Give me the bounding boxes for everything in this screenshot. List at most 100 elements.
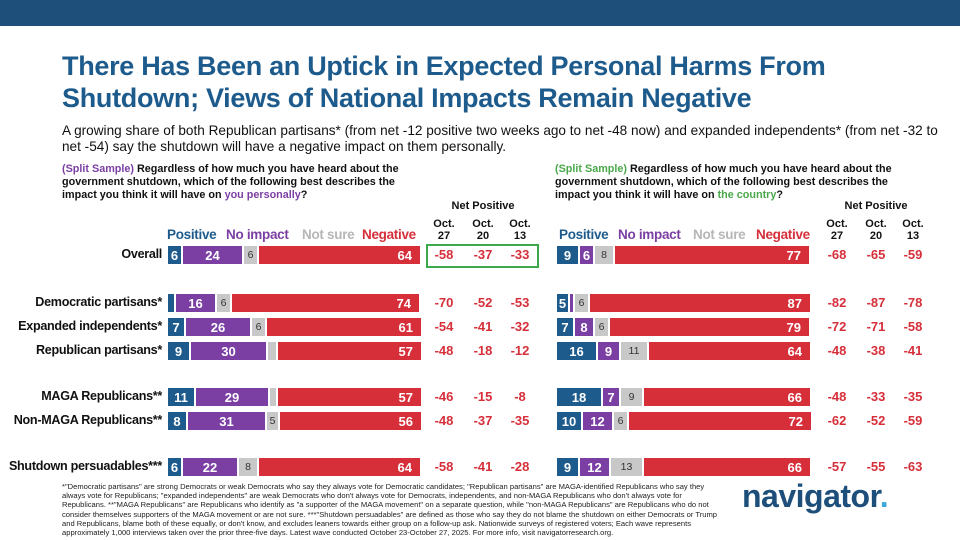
left-bar-not-sure: [268, 342, 276, 360]
wave-month: Oct.: [509, 218, 531, 230]
row-label: Overall: [121, 247, 162, 261]
right-bar-not-sure: 11: [621, 342, 647, 360]
left-bar-not-sure: 5: [267, 412, 278, 430]
right-net-positive-value: -59: [903, 247, 923, 262]
row-label: Non-MAGA Republicans**: [13, 413, 163, 427]
right-net-positive-value: -87: [866, 295, 886, 310]
right-net-positive-value: -59: [903, 413, 923, 428]
wave-day: 27: [830, 230, 844, 242]
left-wave-3: Oct. 13: [503, 218, 537, 242]
right-legend-negative: Negative: [756, 227, 810, 242]
left-bar-positive: 8: [168, 412, 186, 430]
right-bar-negative: 79: [610, 318, 809, 336]
right-net-positive-value: -68: [827, 247, 847, 262]
right-net-positive-value: -57: [827, 459, 847, 474]
left-legend-positive: Positive: [167, 227, 217, 242]
left-bar-positive: 7: [168, 318, 184, 336]
page-subtitle: A growing share of both Republican parti…: [62, 123, 938, 154]
right-bar-negative: 66: [644, 458, 810, 476]
left-net-positive-value: -52: [473, 295, 493, 310]
right-net-positive-value: -48: [827, 389, 847, 404]
right-net-positive-title: Net Positive: [844, 200, 908, 212]
left-wave-2: Oct. 20: [466, 218, 500, 242]
right-legend-no-impact: No impact: [618, 227, 681, 242]
logo-dot: .: [879, 478, 889, 514]
left-net-positive-value: -15: [473, 389, 493, 404]
right-bar-negative: 77: [615, 246, 809, 264]
left-bar-negative: 64: [259, 458, 420, 476]
left-bar-not-sure: 6: [244, 246, 257, 264]
right-net-positive-value: -63: [903, 459, 923, 474]
left-legend-not-sure: Not sure: [302, 227, 355, 242]
right-net-positive-value: -65: [866, 247, 886, 262]
right-net-positive-value: -58: [903, 319, 923, 334]
right-bar-negative: 66: [644, 388, 810, 406]
right-bar-not-sure: 6: [575, 294, 588, 312]
left-bar-positive: 6: [168, 246, 181, 264]
right-bar-no-impact: 12: [580, 458, 609, 476]
left-net-positive-value: -58: [434, 459, 454, 474]
left-net-positive-value: -54: [434, 319, 454, 334]
right-legend-not-sure: Not sure: [693, 227, 746, 242]
right-bar-negative: 72: [629, 412, 811, 430]
left-net-positive-value: -37: [473, 413, 493, 428]
left-legend-negative: Negative: [362, 227, 416, 242]
right-wave-3: Oct. 13: [896, 218, 930, 242]
left-bar-negative: 57: [278, 388, 421, 406]
left-net-positive-value: -12: [510, 343, 530, 358]
footnote: *"Democratic partisans" are strong Democ…: [62, 482, 718, 538]
left-question-text: Regardless of how much you have heard ab…: [62, 163, 399, 201]
left-bar-not-sure: 6: [217, 294, 230, 312]
left-bar-negative: 57: [278, 342, 421, 360]
wave-day: 27: [437, 230, 451, 242]
row-label: Shutdown persuadables***: [8, 459, 162, 473]
right-bar-no-impact: [570, 294, 573, 312]
left-net-positive-value: -46: [434, 389, 454, 404]
right-bar-positive: 7: [557, 318, 573, 336]
wave-day: 13: [906, 230, 920, 242]
right-net-positive-value: -82: [827, 295, 847, 310]
right-bar-negative: 87: [590, 294, 810, 312]
right-bar-positive: 9: [557, 458, 578, 476]
left-bar-no-impact: 26: [186, 318, 250, 336]
right-bar-no-impact: 9: [598, 342, 619, 360]
left-net-positive-value: -18: [473, 343, 493, 358]
right-question-end: ?: [776, 189, 783, 201]
left-legend-no-impact: No impact: [226, 227, 289, 242]
right-bar-no-impact: 6: [580, 246, 593, 264]
left-net-positive-value: -70: [434, 295, 454, 310]
row-label: Democratic partisans*: [35, 295, 162, 309]
left-net-positive-value: -53: [510, 295, 530, 310]
left-bar-no-impact: 29: [196, 388, 268, 406]
right-legend-positive: Positive: [559, 227, 609, 242]
left-net-positive-value: -41: [473, 319, 493, 334]
left-net-positive-value: -8: [514, 389, 526, 404]
left-question-end: ?: [300, 189, 308, 201]
right-bar-no-impact: 7: [603, 388, 619, 406]
right-net-positive-value: -33: [866, 389, 886, 404]
left-bar-not-sure: 8: [239, 458, 257, 476]
left-bar-no-impact: 31: [188, 412, 265, 430]
left-bar-positive: [168, 294, 174, 312]
row-label: Expanded independents*: [18, 319, 162, 333]
left-net-positive-value: -41: [473, 459, 493, 474]
left-net-positive-value: -28: [510, 459, 530, 474]
right-bar-not-sure: 13: [611, 458, 642, 476]
wave-month: Oct.: [433, 218, 455, 230]
right-net-positive-value: -52: [866, 413, 886, 428]
right-net-positive-value: -55: [866, 459, 886, 474]
right-question: (Split Sample) Regardless of how much yo…: [555, 163, 895, 202]
wave-month: Oct.: [826, 218, 848, 230]
left-bar-no-impact: 24: [183, 246, 242, 264]
right-bar-positive: 5: [557, 294, 568, 312]
left-split-label: (Split Sample): [62, 163, 134, 175]
row-label: MAGA Republicans**: [41, 389, 162, 403]
right-bar-positive: 16: [557, 342, 596, 360]
wave-day: 20: [476, 230, 490, 242]
left-bar-negative: 56: [280, 412, 421, 430]
left-question: (Split Sample) Regardless of how much yo…: [62, 163, 402, 202]
left-net-positive-title: Net Positive: [451, 200, 515, 212]
latest-net-highlight-box: [426, 244, 539, 268]
left-bar-not-sure: 6: [252, 318, 265, 336]
left-bar-positive: 11: [168, 388, 194, 406]
